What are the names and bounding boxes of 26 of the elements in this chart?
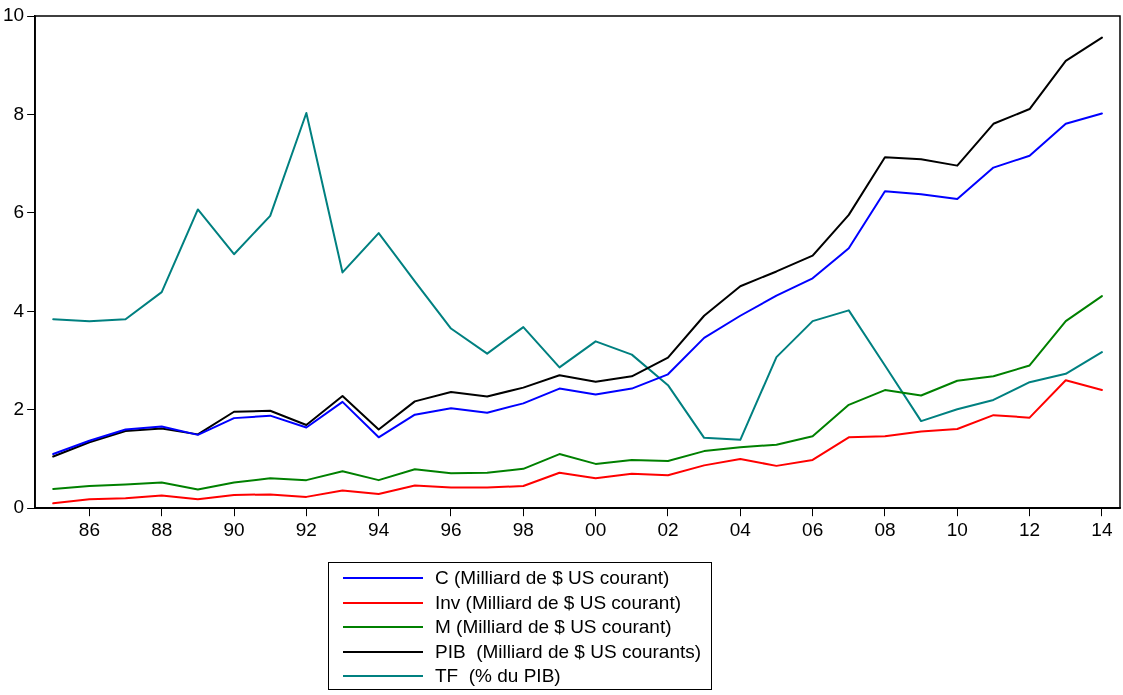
- legend-label: C (Milliard de $ US courant): [435, 566, 670, 590]
- legend-label: TF (% du PIB): [435, 664, 561, 688]
- y-tick-label: 2: [13, 397, 25, 419]
- legend-label: PIB (Milliard de $ US courants): [435, 639, 702, 664]
- x-tick-label: 06: [802, 518, 824, 540]
- x-tick-label: 86: [78, 518, 100, 540]
- x-tick-label: 90: [223, 518, 245, 540]
- y-tick-label: 0: [13, 496, 25, 518]
- y-tick-label: 8: [13, 102, 25, 124]
- x-tick-label: 94: [368, 518, 390, 540]
- x-tick-label: 12: [1019, 518, 1041, 540]
- x-tick-label: 08: [874, 518, 896, 540]
- x-tick-label: 98: [512, 518, 534, 540]
- x-tick-label: 02: [657, 518, 679, 540]
- legend-label: M (Milliard de $ US courant): [435, 615, 672, 639]
- x-tick-label: 96: [440, 518, 462, 540]
- legend-label: Inv (Milliard de $ US courant): [435, 590, 682, 615]
- x-tick-label: 00: [585, 518, 607, 540]
- y-tick-label: 10: [2, 4, 25, 26]
- y-tick-label: 6: [13, 201, 25, 223]
- x-tick-label: 88: [151, 518, 173, 540]
- x-tick-label: 92: [295, 518, 317, 540]
- x-tick-label: 04: [729, 518, 752, 540]
- x-tick-label: 14: [1091, 518, 1113, 540]
- y-tick-label: 4: [13, 299, 25, 321]
- x-tick-label: 10: [946, 518, 968, 540]
